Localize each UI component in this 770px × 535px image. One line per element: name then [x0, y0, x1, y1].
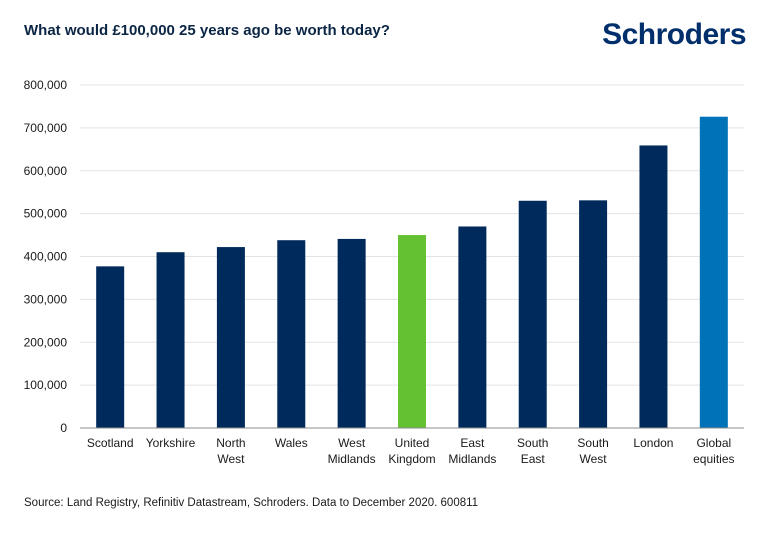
bar	[337, 238, 366, 428]
schroders-logo: Schroders	[602, 18, 746, 51]
y-tick-label: 0	[60, 421, 67, 435]
x-tick-label: West	[580, 452, 608, 466]
x-tick-label: West	[217, 452, 245, 466]
x-tick-label: Kingdom	[388, 452, 435, 466]
bar	[699, 116, 728, 428]
x-tick-label: United	[395, 436, 430, 450]
x-tick-label: Midlands	[448, 452, 496, 466]
chart-title: What would £100,000 25 years ago be wort…	[24, 22, 390, 39]
x-tick-label: West	[338, 436, 366, 450]
x-tick-label: Global	[696, 436, 731, 450]
bar	[518, 200, 547, 428]
bars	[96, 116, 728, 429]
x-tick-label: South	[517, 436, 548, 450]
x-tick-label: Midlands	[328, 452, 376, 466]
y-tick-label: 200,000	[24, 335, 68, 349]
x-tick-label: equities	[693, 452, 734, 466]
x-tick-label: East	[460, 436, 485, 450]
bar	[277, 240, 306, 428]
y-tick-label: 800,000	[24, 78, 68, 92]
bar	[458, 226, 487, 428]
x-tick-label: Yorkshire	[146, 436, 196, 450]
bar	[156, 252, 185, 428]
bar	[96, 266, 125, 428]
y-tick-label: 100,000	[24, 378, 68, 392]
bar	[398, 235, 426, 428]
y-axis-ticks: 0 100,000 200,000 300,000 400,000 500,000 600,…	[24, 78, 68, 435]
x-tick-label: South	[577, 436, 608, 450]
bar	[216, 247, 245, 428]
x-tick-label: Scotland	[87, 436, 134, 450]
y-tick-label: 600,000	[24, 164, 68, 178]
x-tick-label: East	[521, 452, 546, 466]
x-tick-label: North	[216, 436, 245, 450]
bar	[639, 145, 668, 429]
x-tick-label: Wales	[275, 436, 308, 450]
y-tick-label: 500,000	[24, 207, 68, 221]
y-tick-label: 400,000	[24, 250, 68, 264]
x-tick-label: London	[633, 436, 673, 450]
bar	[579, 200, 608, 428]
source-note: Source: Land Registry, Refinitiv Datastr…	[24, 497, 479, 509]
x-axis-labels: Scotland Yorkshire North West Wales West Midla…	[87, 436, 735, 466]
y-tick-label: 700,000	[24, 121, 68, 135]
y-tick-label: 300,000	[24, 292, 68, 306]
